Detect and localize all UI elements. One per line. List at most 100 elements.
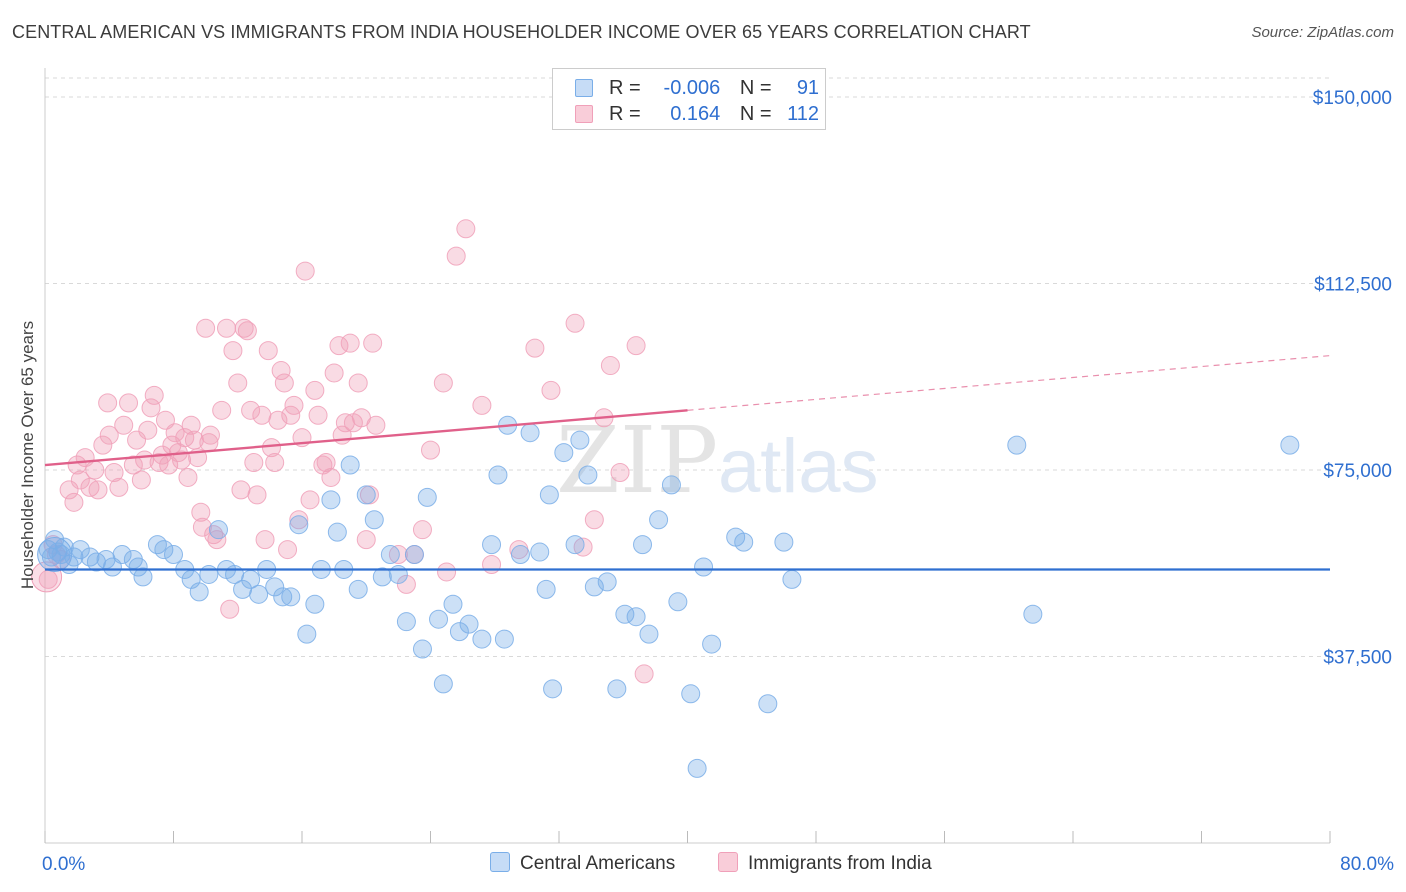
data-point — [482, 554, 502, 574]
legend-label: Central Americans — [520, 853, 676, 874]
data-point — [98, 393, 118, 413]
data-point — [305, 380, 325, 400]
data-point — [252, 405, 272, 425]
legend-r-value: -0.006 — [663, 77, 721, 99]
data-point — [327, 522, 347, 542]
data-point — [758, 694, 778, 714]
data-point — [208, 520, 228, 540]
data-point — [412, 520, 432, 540]
data-point — [687, 758, 707, 778]
data-point — [223, 341, 243, 361]
data-point — [119, 393, 139, 413]
data-point — [289, 510, 309, 530]
data-point — [141, 398, 161, 418]
data-point — [316, 453, 336, 473]
data-point — [64, 492, 84, 512]
data-point — [364, 510, 384, 530]
legend-n-label: N = — [739, 77, 772, 99]
legend-immigrants-india: Immigrants from India — [718, 852, 932, 876]
data-point — [433, 674, 453, 694]
y-tick-label: $37,500 — [1323, 648, 1392, 669]
data-point — [366, 415, 386, 435]
y-tick-label: $75,000 — [1323, 461, 1392, 482]
data-point — [112, 545, 132, 565]
data-point — [443, 594, 463, 614]
legend-n-value: 112 — [787, 103, 820, 125]
data-point — [284, 395, 304, 415]
data-point — [433, 373, 453, 393]
data-point — [138, 420, 158, 440]
data-point — [363, 333, 383, 353]
data-point — [99, 425, 119, 445]
chart-title: CENTRAL AMERICAN VS IMMIGRANTS FROM INDI… — [12, 22, 1031, 42]
correlation-legend: R = -0.006 N = 91 R = 0.164 N = 112 — [552, 68, 826, 130]
data-point — [196, 318, 216, 338]
data-point — [388, 545, 408, 565]
data-point — [380, 545, 400, 565]
data-point — [536, 579, 556, 599]
data-point — [472, 629, 492, 649]
data-point — [541, 380, 561, 400]
data-point — [133, 567, 153, 587]
legend-label: Immigrants from India — [748, 853, 932, 874]
data-point — [88, 480, 108, 500]
data-point — [273, 587, 293, 607]
data-point — [278, 540, 298, 560]
data-point — [172, 450, 192, 470]
tick-labels: $37,500 $75,000 $112,500 $150,000 0.0% 80.0% — [42, 88, 1394, 875]
data-point — [412, 639, 432, 659]
data-point — [178, 467, 198, 487]
legend-r-label: R = — [609, 103, 641, 125]
data-point — [472, 395, 492, 415]
data-point — [437, 562, 457, 582]
data-point — [578, 465, 598, 485]
data-point — [321, 490, 341, 510]
india-trend-line-extension — [687, 355, 1331, 411]
trend-lines — [44, 355, 1331, 571]
x-tick-label: 80.0% — [1340, 854, 1394, 875]
legend-r-label: R = — [609, 77, 641, 99]
data-point — [372, 567, 392, 587]
india-points — [31, 219, 654, 684]
data-point — [164, 545, 183, 565]
y-axis-label: Householder Income Over 65 years — [18, 320, 37, 590]
data-point — [265, 577, 285, 597]
data-point — [734, 532, 754, 552]
watermark-atlas: atlas — [718, 424, 879, 509]
watermark: ZIP atlas — [556, 407, 879, 514]
data-point — [356, 530, 376, 550]
data-point — [128, 557, 148, 577]
data-point — [421, 440, 440, 460]
data-point — [244, 453, 264, 473]
data-point — [268, 410, 288, 430]
data-point — [70, 470, 90, 490]
data-point — [565, 313, 585, 333]
data-point — [584, 577, 604, 597]
data-point — [661, 475, 681, 495]
blue-swatch — [575, 79, 593, 97]
data-point — [774, 532, 794, 552]
data-point — [237, 321, 257, 341]
data-point — [681, 684, 701, 704]
data-point — [104, 462, 124, 482]
data-point — [80, 477, 100, 497]
source-label: Source: ZipAtlas.com — [1251, 24, 1394, 41]
data-point — [530, 542, 550, 562]
data-point — [220, 599, 240, 619]
data-point — [305, 594, 325, 614]
legend-r-value: 0.164 — [670, 103, 721, 125]
data-point — [123, 455, 143, 475]
data-point — [626, 607, 646, 627]
data-point — [348, 373, 368, 393]
legend-n-value: 91 — [796, 77, 820, 99]
data-point — [459, 614, 479, 634]
data-point — [147, 535, 167, 555]
data-point — [607, 679, 627, 699]
data-point — [249, 584, 269, 604]
data-point — [329, 336, 349, 356]
data-point — [271, 361, 291, 381]
data-point — [482, 535, 502, 555]
data-point — [80, 547, 100, 567]
data-point — [1007, 435, 1027, 455]
